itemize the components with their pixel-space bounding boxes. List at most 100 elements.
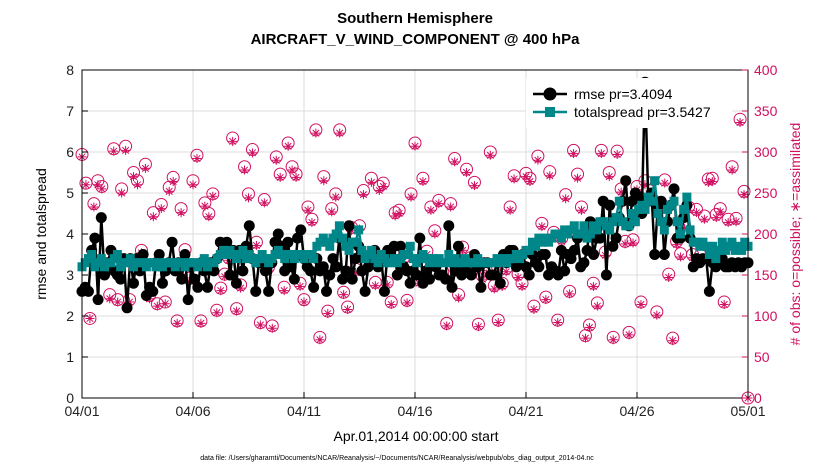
y-right-tick-label: 0 xyxy=(754,390,762,406)
obs-assimilated-point xyxy=(335,128,345,138)
obs-assimilated-point xyxy=(152,301,162,311)
obs-assimilated-point xyxy=(580,333,590,343)
totalspread-point xyxy=(238,245,248,255)
totalspread-point xyxy=(646,196,656,206)
x-tick-label: 04/01 xyxy=(64,403,99,419)
obs-assimilated-point xyxy=(608,335,618,345)
obs-assimilated-point xyxy=(121,145,131,155)
totalspread-point xyxy=(653,209,663,218)
obs-assimilated-point xyxy=(267,323,277,333)
rmse-point xyxy=(317,261,329,273)
y-tick-label: 6 xyxy=(66,144,74,160)
obs-assimilated-point xyxy=(676,252,686,262)
obs-assimilated-point xyxy=(232,306,242,316)
y-tick-label: 8 xyxy=(66,62,74,78)
chart-title: Southern Hemisphere xyxy=(337,10,493,27)
obs-assimilated-point xyxy=(442,321,452,331)
totalspread-point xyxy=(334,221,344,231)
rmse-point xyxy=(250,285,262,297)
obs-assimilated-point xyxy=(283,141,293,151)
rmse-point xyxy=(82,285,94,297)
obs-assimilated-point xyxy=(640,180,650,190)
obs-assimilated-point xyxy=(715,207,725,217)
obs-assimilated-point xyxy=(378,181,388,191)
obs-assimilated-point xyxy=(505,205,515,215)
legend-totalspread-marker xyxy=(545,107,555,117)
obs-assimilated-point xyxy=(719,300,729,310)
rmse-point xyxy=(568,244,580,256)
rmse-point xyxy=(137,249,149,260)
obs-assimilated-point xyxy=(406,192,416,202)
rmse-point xyxy=(237,265,249,277)
obs-assimilated-point xyxy=(97,184,107,194)
rmse-point xyxy=(263,285,275,297)
obs-assimilated-point xyxy=(140,163,150,173)
rmse-point xyxy=(324,269,336,281)
rmse-point xyxy=(282,236,294,248)
obs-assimilated-point xyxy=(156,204,166,214)
obs-assimilated-point xyxy=(168,177,178,187)
y-tick-label: 0 xyxy=(66,390,74,406)
legend-box xyxy=(526,78,732,128)
obs-assimilated-point xyxy=(327,207,337,217)
y-tick-label: 5 xyxy=(66,185,74,201)
rmse-point xyxy=(578,257,590,269)
obs-assimilated-point xyxy=(462,168,472,177)
rmse-point xyxy=(308,281,320,293)
rmse-point xyxy=(404,277,416,289)
obs-assimilated-point xyxy=(351,268,361,278)
obs-assimilated-point xyxy=(244,193,253,203)
obs-assimilated-point xyxy=(553,318,563,328)
obs-assimilated-point xyxy=(545,171,555,181)
totalspread-point xyxy=(711,254,721,264)
rmse-point xyxy=(192,281,204,293)
obs-assimilated-point xyxy=(501,267,511,277)
rmse-point xyxy=(440,273,452,285)
rmse-point xyxy=(465,269,477,281)
rmse-point xyxy=(176,273,188,285)
totalspread-point xyxy=(344,245,354,255)
y-right-tick-label: 150 xyxy=(754,267,778,283)
obs-assimilated-point xyxy=(612,149,622,159)
totalspread-point xyxy=(444,250,454,259)
obs-assimilated-point xyxy=(370,281,380,291)
rmse-point xyxy=(330,261,342,273)
rmse-point xyxy=(395,240,407,252)
footer-data-file: data file: /Users/gharamti/Documents/NCA… xyxy=(200,455,594,462)
totalspread-point xyxy=(125,254,135,264)
totalspread-point xyxy=(112,250,122,259)
obs-assimilated-point xyxy=(386,300,396,310)
rmse-point xyxy=(539,249,551,260)
rmse-point xyxy=(494,277,506,289)
obs-assimilated-point xyxy=(410,141,420,151)
obs-assimilated-point xyxy=(584,322,594,332)
totalspread-point xyxy=(640,204,650,214)
obs-assimilated-point xyxy=(473,322,483,332)
obs-possible-point xyxy=(83,311,97,325)
totalspread-point xyxy=(325,241,335,251)
totalspread-point xyxy=(727,237,737,247)
rmse-point xyxy=(230,277,242,289)
obs-assimilated-point xyxy=(164,186,174,196)
obs-assimilated-point xyxy=(200,201,210,211)
obs-assimilated-point xyxy=(331,192,341,202)
y-tick-label: 1 xyxy=(66,349,74,365)
totalspread-point xyxy=(669,196,679,206)
obs-assimilated-point xyxy=(240,165,250,175)
obs-assimilated-point xyxy=(668,336,678,346)
y-right-tick-label: 50 xyxy=(754,349,770,365)
obs-assimilated-point xyxy=(287,165,297,175)
y-tick-label: 2 xyxy=(66,308,74,324)
obs-assimilated-point xyxy=(727,165,737,175)
totalspread-point xyxy=(405,241,415,251)
obs-assimilated-point xyxy=(533,155,543,165)
rmse-point xyxy=(488,269,500,281)
totalspread-point xyxy=(309,254,319,264)
x-axis: 04/01 04/06 04/11 04/16 04/21 04/26 05/01 xyxy=(64,392,766,419)
obs-assimilated-point xyxy=(672,240,682,250)
obs-assimilated-point xyxy=(691,208,701,218)
rmse-point xyxy=(243,220,255,232)
rmse-point xyxy=(452,240,464,252)
rmse-point xyxy=(99,269,111,281)
